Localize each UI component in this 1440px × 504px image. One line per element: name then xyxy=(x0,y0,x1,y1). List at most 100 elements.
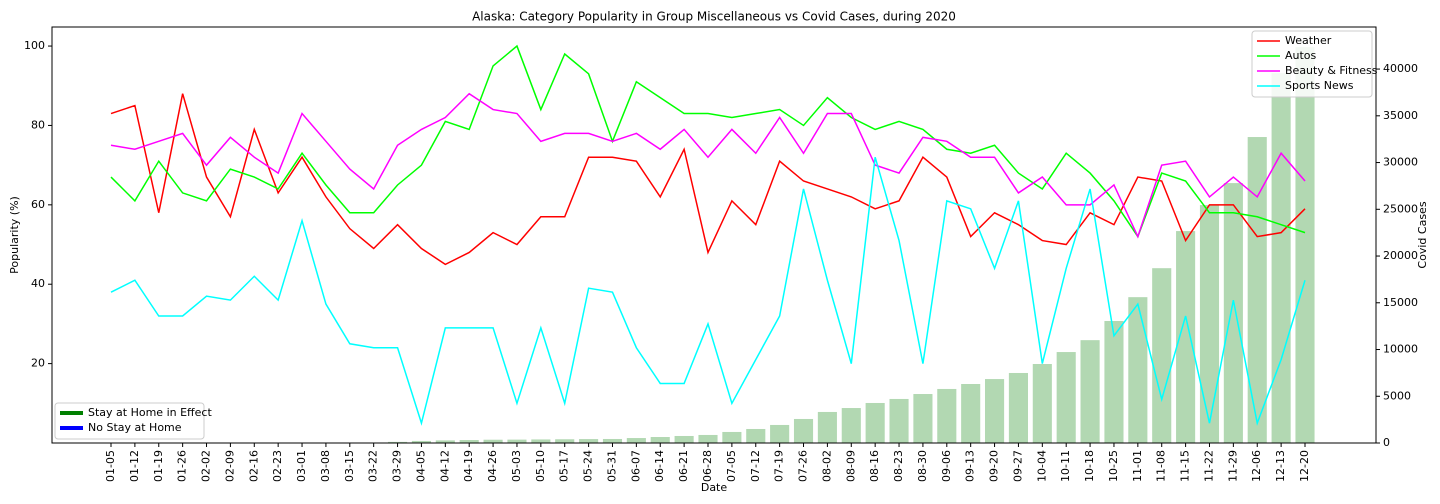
bar xyxy=(985,379,1005,443)
x-tick-label: 05-03 xyxy=(510,450,523,482)
y2-tick-label: 40000 xyxy=(1383,62,1418,75)
bar xyxy=(1080,340,1100,443)
bar xyxy=(602,438,623,443)
y-tick-label: 40 xyxy=(31,277,45,290)
x-tick-label: 11-15 xyxy=(1179,450,1192,482)
x-tick-label: 07-19 xyxy=(773,450,786,482)
bar xyxy=(435,440,455,443)
bar xyxy=(411,440,431,443)
y2-tick-label: 35000 xyxy=(1383,109,1418,122)
x-tick-label: 10-04 xyxy=(1035,450,1048,482)
x-tick-label: 10-25 xyxy=(1107,450,1120,482)
bar xyxy=(817,411,837,443)
x-tick-label: 12-20 xyxy=(1298,450,1311,482)
bar xyxy=(459,440,479,443)
x-tick-label: 01-26 xyxy=(176,450,189,482)
bar xyxy=(650,437,670,443)
bar xyxy=(1152,268,1172,443)
x-tick-label: 10-18 xyxy=(1083,450,1096,482)
x-tick-label: 04-12 xyxy=(438,450,451,482)
bar xyxy=(793,418,814,443)
x-tick-label: 11-22 xyxy=(1202,450,1215,482)
x-axis-label: Date xyxy=(701,481,728,494)
bar xyxy=(531,439,551,443)
bar xyxy=(746,428,766,443)
legend-label: Sports News xyxy=(1285,79,1354,92)
x-tick-label: 09-13 xyxy=(964,450,977,482)
bar xyxy=(770,424,790,443)
bar xyxy=(937,388,957,443)
x-tick-label: 01-19 xyxy=(152,450,165,482)
y-tick-label: 60 xyxy=(31,198,45,211)
bar xyxy=(1056,352,1076,443)
bar xyxy=(1271,73,1291,443)
x-tick-label: 03-22 xyxy=(367,450,380,482)
bar xyxy=(1223,183,1243,443)
y-tick-label: 20 xyxy=(31,357,45,370)
y-tick-label: 80 xyxy=(31,118,45,131)
x-tick-label: 11-01 xyxy=(1131,450,1144,482)
bar xyxy=(1295,47,1315,443)
x-tick-label: 09-06 xyxy=(940,450,953,482)
y2-tick-label: 15000 xyxy=(1383,296,1418,309)
bar xyxy=(1176,231,1196,443)
y-axis-label: Popularity (%) xyxy=(8,196,21,274)
x-tick-label: 09-20 xyxy=(988,450,1001,482)
x-tick-label: 06-07 xyxy=(629,450,642,482)
bar xyxy=(865,402,885,443)
x-tick-label: 12-06 xyxy=(1250,450,1263,482)
x-tick-label: 04-26 xyxy=(486,450,499,482)
legend-label: No Stay at Home xyxy=(88,421,182,434)
plot-frame xyxy=(51,26,1377,444)
x-tick-label: 05-10 xyxy=(534,450,547,482)
chart-title: Alaska: Category Popularity in Group Mis… xyxy=(472,10,956,24)
legend-label: Beauty & Fitness xyxy=(1285,64,1378,77)
x-tick-label: 06-28 xyxy=(701,450,714,482)
y2-tick-label: 0 xyxy=(1383,436,1390,449)
x-tick-label: 04-19 xyxy=(462,450,475,482)
bar xyxy=(507,439,527,443)
x-tick-label: 03-29 xyxy=(391,450,404,482)
x-tick-label: 06-14 xyxy=(653,450,666,482)
legend-label: Autos xyxy=(1285,49,1317,62)
bar xyxy=(674,435,694,443)
y2-tick-label: 25000 xyxy=(1383,202,1418,215)
legend-box xyxy=(1251,30,1373,98)
bar xyxy=(1199,205,1220,443)
bar xyxy=(1032,364,1052,443)
x-tick-label: 11-08 xyxy=(1155,450,1168,482)
x-tick-label: 10-11 xyxy=(1059,450,1072,482)
y2-tick-label: 30000 xyxy=(1383,156,1418,169)
x-tick-label: 06-21 xyxy=(677,450,690,482)
x-tick-label: 07-12 xyxy=(749,450,762,482)
bar xyxy=(722,431,742,443)
y2-tick-label: 20000 xyxy=(1383,249,1418,262)
x-tick-label: 08-23 xyxy=(892,450,905,482)
x-tick-label: 03-08 xyxy=(319,450,332,482)
legend-label: Stay at Home in Effect xyxy=(88,406,212,419)
bar xyxy=(913,394,933,443)
bar xyxy=(841,408,861,443)
x-tick-label: 08-02 xyxy=(820,450,833,482)
bar xyxy=(579,439,599,443)
bar xyxy=(626,438,646,443)
x-tick-label: 08-30 xyxy=(916,450,929,482)
bar xyxy=(388,441,408,443)
bar xyxy=(961,384,981,443)
legend-box xyxy=(54,402,205,440)
x-tick-label: 07-26 xyxy=(797,450,810,482)
x-tick-label: 05-24 xyxy=(582,450,595,482)
line-series xyxy=(110,93,1306,266)
x-tick-label: 11-29 xyxy=(1226,450,1239,482)
x-tick-label: 08-09 xyxy=(844,450,857,482)
y2-tick-label: 5000 xyxy=(1383,389,1411,402)
bar xyxy=(1247,137,1267,443)
y2-tick-label: 10000 xyxy=(1383,343,1418,356)
x-tick-label: 05-31 xyxy=(605,450,618,482)
x-tick-label: 02-02 xyxy=(200,450,213,482)
x-tick-label: 02-23 xyxy=(271,450,284,482)
x-tick-label: 05-17 xyxy=(558,450,571,482)
x-tick-label: 07-05 xyxy=(725,450,738,482)
bar xyxy=(1008,372,1028,443)
